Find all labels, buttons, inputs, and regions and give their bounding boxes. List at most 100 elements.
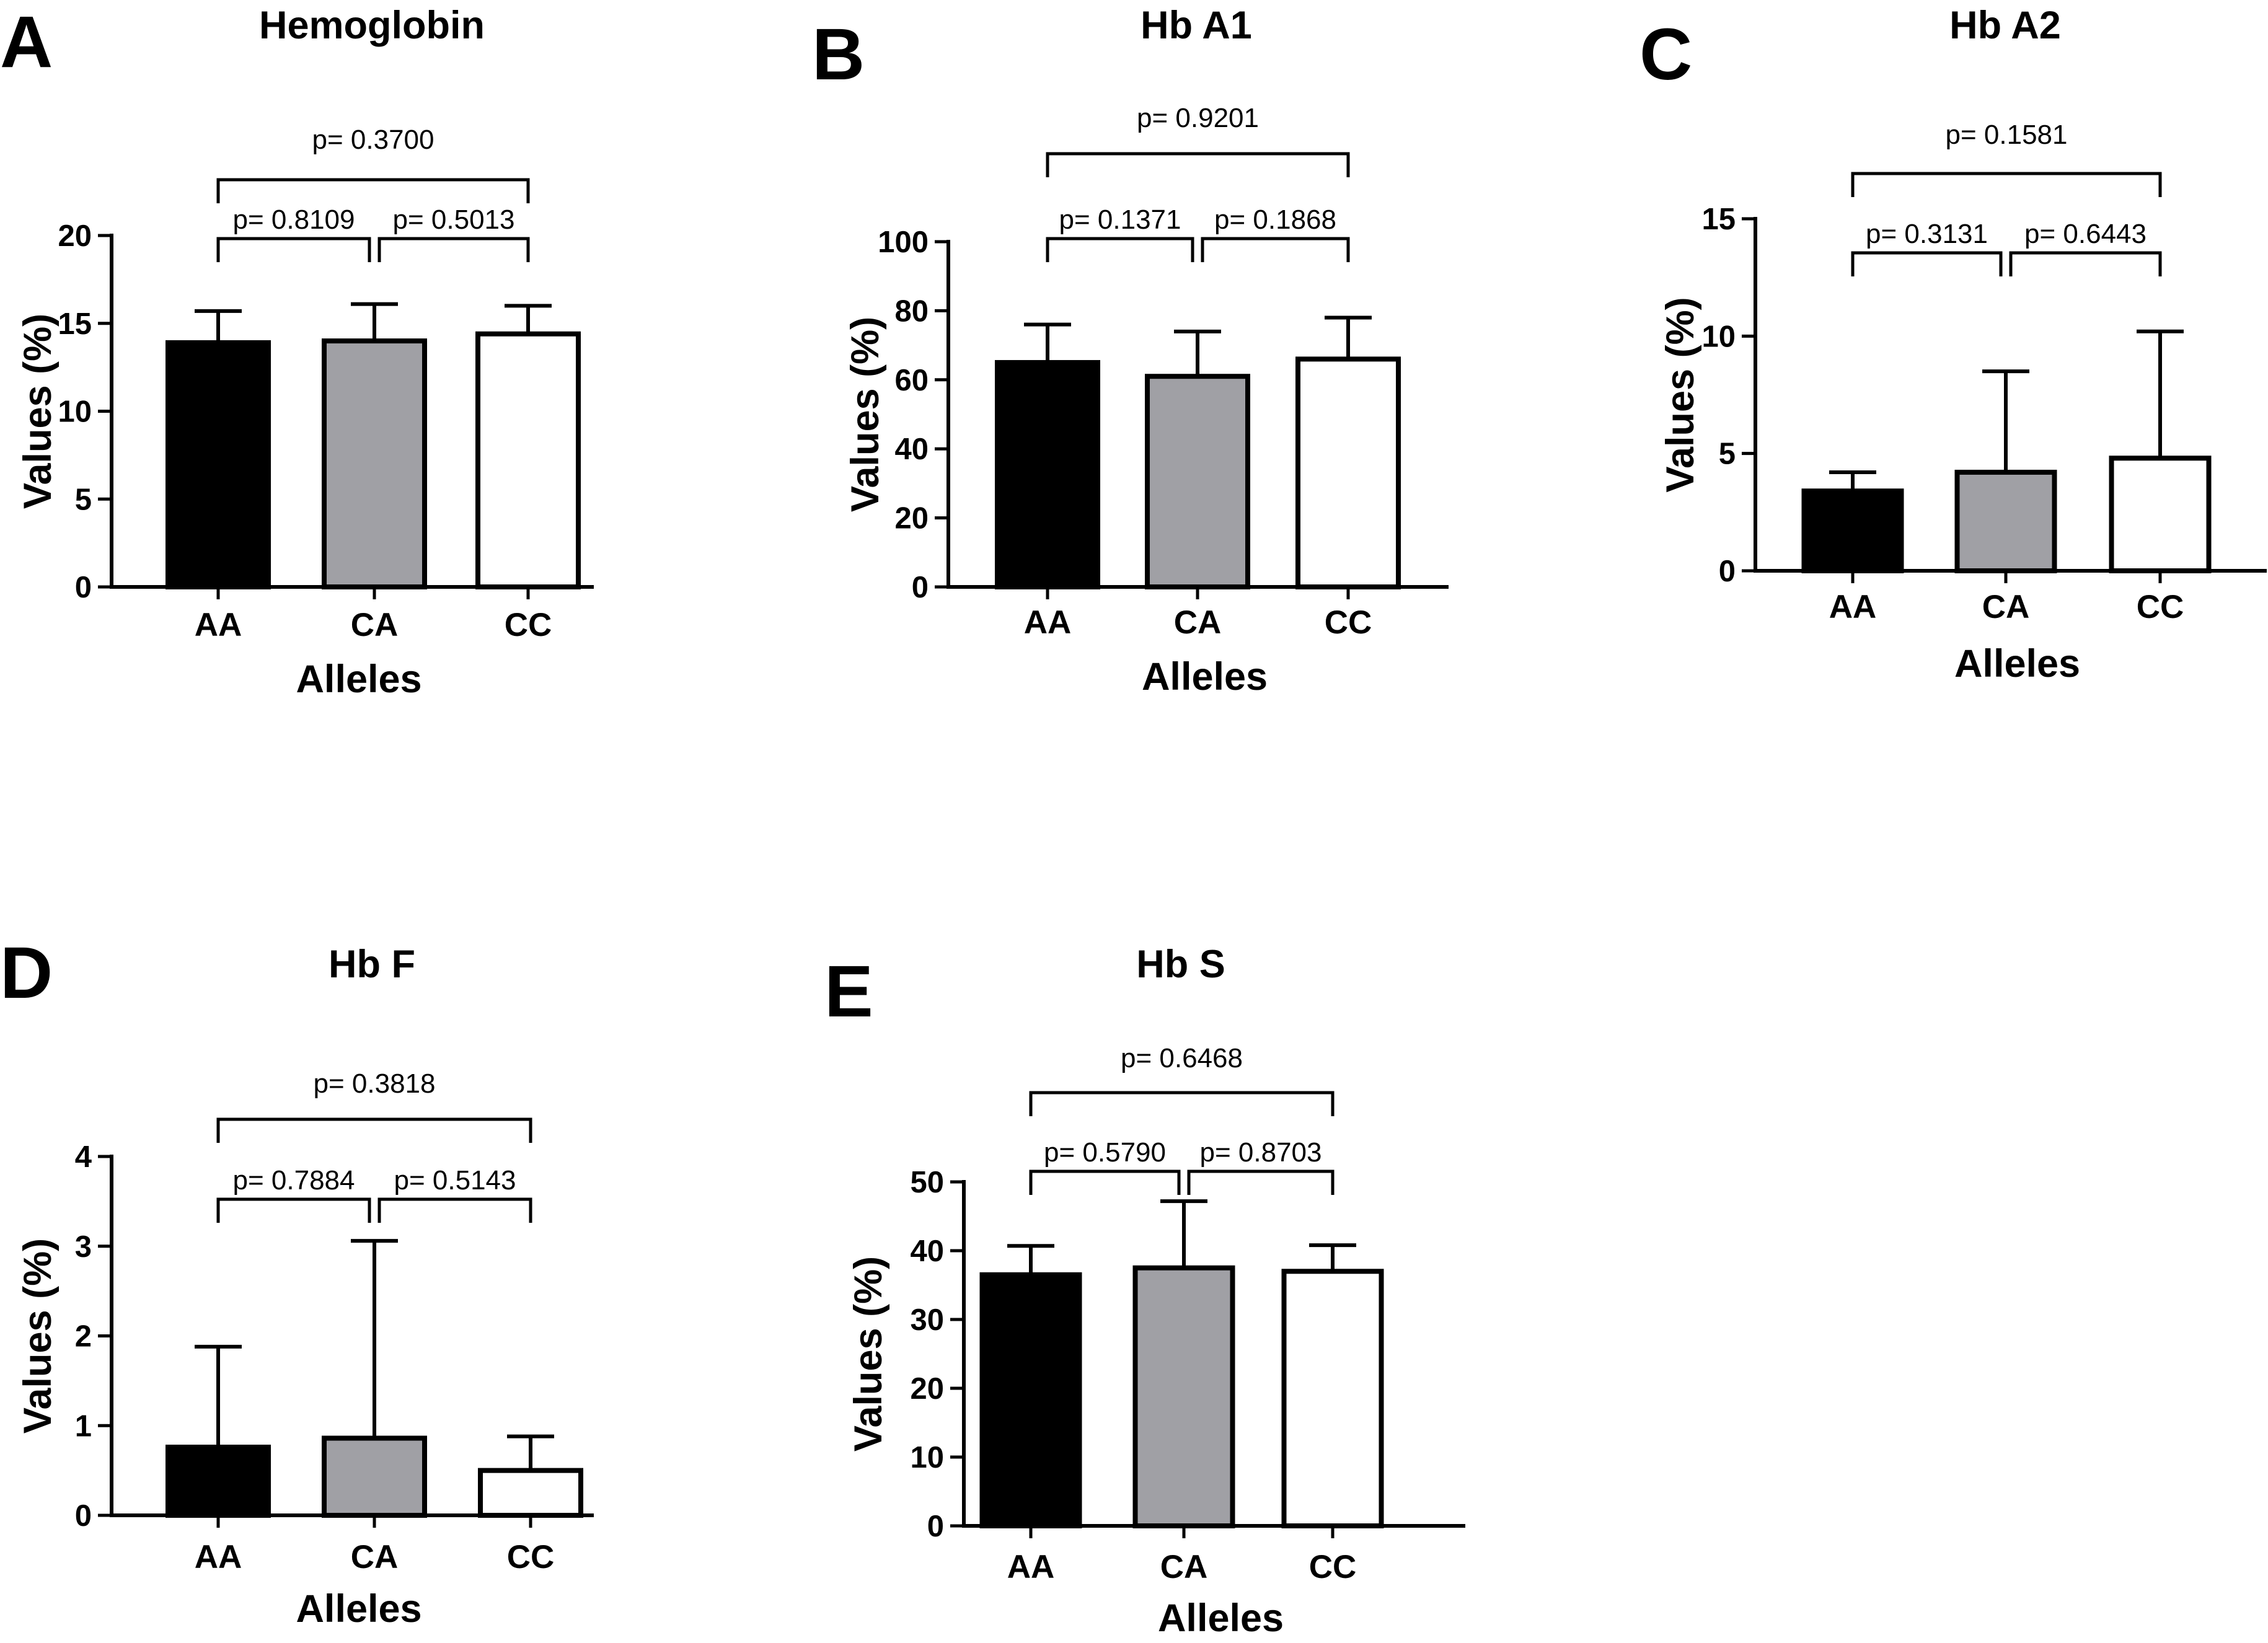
significance-bracket [216,1197,371,1223]
chart-panel-c: C Hb A2 0 5 10 15 Values (%) Alleles AA CA CC p= 0.… [1639,4,2267,685]
y-tick-label: 0 [927,1510,944,1543]
y-tick-label: 40 [894,433,929,466]
y-axis-title: Values (%) [16,314,60,509]
significance-bracket [2009,251,2162,276]
y-tick-label: 100 [878,226,929,259]
p-value-label: p= 0.5013 [393,205,515,235]
y-axis-title: Values (%) [844,317,887,512]
x-tick-label: CA [351,607,399,643]
y-tick-label: 20 [910,1372,944,1406]
chart-title: Hemoglobin [259,4,485,47]
significance-bracket [216,1117,532,1143]
x-tick-label: CC [2137,589,2184,625]
bar-cc [475,331,581,589]
bar-cc [478,1468,583,1518]
y-axis-title: Values (%) [1659,297,1702,492]
chart-title: Hb F [329,943,415,986]
significance-bracket [1046,237,1194,262]
panel-letter: D [0,932,53,1014]
bar-aa [165,340,271,589]
panel-letter: C [1639,14,1692,95]
bar-ca [322,338,427,589]
significance-bracket [1029,1169,1181,1195]
x-axis-title: Alleles [1142,655,1268,698]
p-value-label: p= 0.1371 [1059,205,1181,235]
x-tick-label: CA [351,1539,399,1575]
p-value-label: p= 0.6443 [2024,219,2147,249]
chart-panel-d: D Hb F 0 1 2 3 4 Values (%) Alleles AA CA CC p= 0.78… [0,932,594,1631]
significance-bracket [377,1197,532,1223]
p-value-label: p= 0.8109 [233,205,355,235]
p-value-label: p= 0.1868 [1214,205,1336,235]
p-value-label: p= 0.9201 [1137,103,1259,133]
y-tick-label: 5 [75,483,92,516]
bar-aa [979,1272,1082,1529]
significance-bracket [216,178,530,203]
significance-bracket [1187,1169,1335,1195]
p-value-label: p= 0.5790 [1044,1137,1166,1168]
bar-cc [2109,456,2212,573]
x-tick-label: AA [1024,604,1072,641]
y-tick-label: 15 [1701,203,1736,236]
y-tick-label: 40 [910,1235,944,1268]
significance-bracket [1046,152,1350,177]
x-tick-label: CA [1982,589,2030,625]
p-value-label: p= 0.6468 [1121,1043,1243,1073]
y-tick-label: 5 [1719,438,1736,471]
significance-bracket [1851,172,2162,197]
y-tick-label: 4 [75,1140,92,1174]
x-tick-label: CA [1160,1549,1208,1585]
y-tick-label: 0 [1719,555,1736,588]
y-tick-label: 20 [894,502,929,535]
significance-bracket [1201,237,1350,262]
p-value-label: p= 0.3700 [312,125,435,155]
x-tick-label: CA [1174,604,1222,641]
significance-bracket [1029,1091,1335,1116]
p-value-label: p= 0.7884 [233,1165,355,1196]
y-tick-label: 10 [58,395,92,429]
y-tick-label: 50 [910,1166,944,1199]
panel-letter: A [0,1,53,83]
x-axis-title: Alleles [1158,1597,1284,1640]
y-tick-label: 60 [894,364,929,397]
bar-ca [1132,1265,1235,1528]
significance-bracket [377,237,530,262]
y-tick-label: 0 [75,1499,92,1533]
y-tick-label: 2 [75,1320,92,1354]
chart-panel-b: B Hb A1 0 20 40 60 80 100 Values (%) Alleles AA CA C… [812,4,1449,698]
bar-ca [322,1435,427,1518]
p-value-label: p= 0.1581 [1946,120,2068,150]
p-value-label: p= 0.3818 [314,1068,436,1099]
bar-cc [1281,1269,1384,1529]
y-axis-title: Values (%) [16,1238,60,1434]
bar-ca [1954,469,2057,574]
significance-bracket [1851,251,2003,276]
x-axis-title: Alleles [296,1587,421,1631]
y-tick-label: 3 [75,1230,92,1264]
chart-title: Hb A2 [1949,4,2061,47]
y-axis-title: Values (%) [847,1256,890,1451]
y-tick-label: 30 [910,1303,944,1337]
chart-panel-e: E Hb S 0 10 20 30 40 50 Values (%) Alleles AA CA CC p… [824,943,1465,1640]
y-tick-label: 20 [58,219,92,253]
x-tick-label: CC [507,1539,555,1575]
bar-aa [1801,488,1904,574]
p-value-label: p= 0.8703 [1200,1137,1322,1168]
y-tick-label: 15 [58,307,92,341]
x-tick-label: CC [1309,1549,1357,1585]
panel-letter: B [812,14,865,95]
bar-ca [1145,374,1250,589]
x-tick-label: CC [505,607,552,643]
p-value-label: p= 0.3131 [1866,219,1988,249]
x-tick-label: AA [1829,589,1877,625]
p-value-label: p= 0.5143 [394,1165,516,1196]
significance-bracket [216,237,371,262]
bar-aa [165,1444,271,1518]
y-tick-label: 80 [894,294,929,328]
y-tick-label: 0 [912,571,929,604]
x-tick-label: CC [1325,604,1372,641]
x-tick-label: AA [195,607,242,643]
chart-panel-a: A Hemoglobin 0 5 10 15 20 Values (%) Alleles AA CA… [0,1,594,701]
y-tick-label: 10 [910,1441,944,1474]
